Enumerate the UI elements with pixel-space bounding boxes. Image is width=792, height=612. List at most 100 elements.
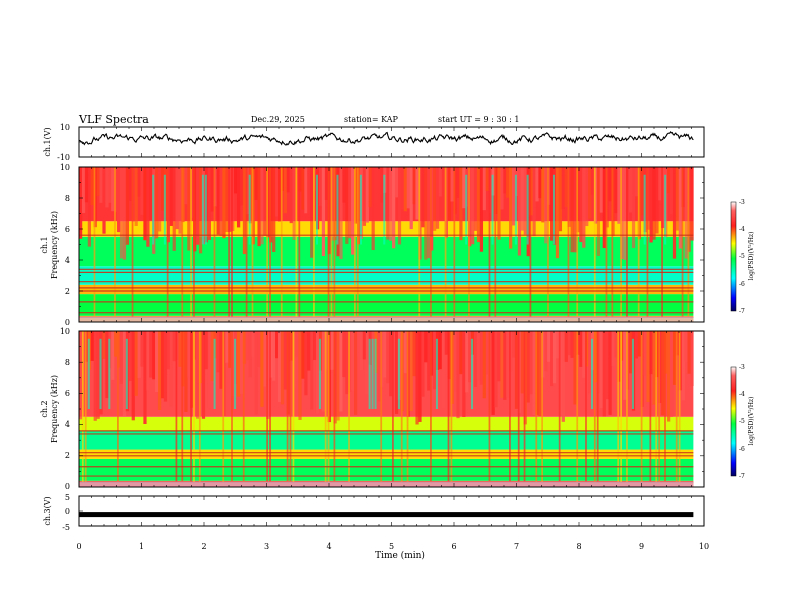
ch2-colorbar-label: log(PSD)(V²/Hz) xyxy=(748,397,755,446)
ch1-spectrogram-streak xyxy=(427,167,431,259)
ch1-spectrogram-streak xyxy=(471,167,475,245)
ch1-spectrogram-streak xyxy=(614,167,618,214)
ch1-spectrogram-streak xyxy=(310,167,314,258)
ch1-spectrogram-streak xyxy=(231,167,233,318)
ch2-spectrogram-streak xyxy=(675,331,678,483)
ch2-spectrogram-streak xyxy=(611,331,615,366)
ch1-spectrogram-streak xyxy=(354,167,356,318)
ch1-spectrogram-streak xyxy=(213,167,216,318)
ch2-spectrogram-streak xyxy=(143,331,147,425)
ch2-spectrogram-streak xyxy=(280,331,285,405)
ch1-spectrogram-streak xyxy=(242,167,247,255)
ch2-spectrogram-band xyxy=(79,416,694,431)
ch1-spectrogram-streak xyxy=(122,167,127,260)
ch1-spectrogram-streak xyxy=(403,167,407,212)
ch1-spectrogram-streak xyxy=(359,174,362,245)
ch2-spectrogram-streak xyxy=(588,331,592,394)
ch1-spectrogram-streak xyxy=(631,167,636,248)
ch2-spectrogram-streak xyxy=(389,331,393,397)
ch1-spectrogram-streak xyxy=(386,167,390,240)
cb1-tick: -7 xyxy=(739,308,745,315)
ch2-spectrogram-streak xyxy=(292,331,295,483)
ch1-spectrogram-streak xyxy=(532,167,536,237)
ch1-spectrogram-streak xyxy=(394,167,399,198)
ch1-spectrogram-streak xyxy=(558,167,563,232)
ch1-spectrogram-streak xyxy=(234,167,238,194)
ch1-spectrogram-streak xyxy=(339,167,343,260)
ch2-spectrogram-streak xyxy=(678,331,681,483)
ch1-spectrogram-band xyxy=(79,236,694,267)
ch2-spectrogram-streak xyxy=(351,331,355,391)
ch1-spectrogram-streak xyxy=(479,167,484,252)
ch1-spectrogram-streak xyxy=(327,167,330,318)
time-tick: 3 xyxy=(264,542,269,551)
ch2-spectrogram-streak xyxy=(532,331,536,416)
ch1-spectrogram-streak xyxy=(473,167,478,231)
ch2-spectrogram-streak xyxy=(295,331,299,357)
cb2-tick: -6 xyxy=(739,446,745,453)
ch2-spectrogram-streak xyxy=(260,331,264,407)
ch1-spectrogram-streak xyxy=(550,167,554,241)
ch1-spectrogram-streak xyxy=(204,174,207,245)
ch2-spectrogram-streak xyxy=(248,331,252,378)
ch1-spectrogram-streak xyxy=(491,174,494,245)
ch1-spectrogram-streak xyxy=(652,167,656,240)
time-axis-tick-labels: 0 1 2 3 4 5 6 7 8 9 10 xyxy=(76,542,709,551)
cb1-tick: -3 xyxy=(739,199,745,206)
ch2-spectrogram-streak xyxy=(394,331,399,414)
ch2-spectrogram-streak xyxy=(166,331,170,370)
ch2-spectrogram-streak xyxy=(555,331,560,359)
ch1-spectrogram-streak xyxy=(128,167,132,201)
ch2-spectrogram-streak xyxy=(196,331,200,419)
ch1-spectrogram-streak xyxy=(371,167,375,251)
ch2-spectrogram-streak xyxy=(163,331,168,402)
figure-title: VLF Spectra xyxy=(78,113,149,126)
ch1-spectrogram-streak xyxy=(251,167,254,318)
ch2-spectrogram-streak xyxy=(146,331,150,391)
ch2-spectrogram-streak xyxy=(99,338,102,409)
axes-overlay xyxy=(78,126,705,527)
ch2-spectrogram-streak xyxy=(201,331,206,419)
ch1-spectrogram-streak xyxy=(415,167,419,220)
ch2-spectrogram-streak xyxy=(137,331,141,378)
ch1-spectrogram-streak xyxy=(547,167,549,318)
ch1-spectrogram-streak xyxy=(596,167,601,256)
ch1-spectrogram-streak xyxy=(626,167,628,318)
ch2-spectrogram-streak xyxy=(149,331,153,378)
ch1-spectrogram-streak xyxy=(412,167,416,205)
time-tick: 9 xyxy=(639,542,644,551)
ch3-y-tick-labels: 5 0 -5 xyxy=(62,493,70,532)
ch1-spectrogram-streak xyxy=(538,167,542,199)
ch1-spectrogram-streak xyxy=(678,167,682,249)
ch2-spectrogram-streak xyxy=(547,331,551,362)
ch2-spectrogram-streak xyxy=(134,331,138,396)
ch2-spectrogram-streak xyxy=(409,331,413,412)
station-label: station= KAP xyxy=(344,115,399,124)
ch2-spectrogram-streak xyxy=(643,331,647,376)
cb1-tick: -5 xyxy=(739,253,745,260)
spec1-y-tick: 0 xyxy=(65,318,70,327)
ch1-spectrogram-streak xyxy=(225,167,229,232)
ch2-spectrogram-streak xyxy=(491,331,495,415)
ch2-spectrogram-streak xyxy=(315,331,320,414)
ch1-spectrogram-streak xyxy=(397,167,402,245)
ch2-spectrogram-streak xyxy=(102,331,106,359)
spec2-y-tick: 8 xyxy=(65,358,70,367)
ch1-spectrogram-streak xyxy=(114,167,116,318)
ch1-spectrogram-streak xyxy=(239,167,244,206)
ch1-spectrogram-streak xyxy=(503,167,507,194)
ch1-spectrogram-streak xyxy=(441,167,445,216)
ch1-spectrogram-streak xyxy=(658,167,662,201)
ch1-spectrogram-streak xyxy=(172,167,176,251)
ch1-spectrogram-streak xyxy=(216,167,220,235)
ch2-spectrogram-streak xyxy=(228,331,232,368)
ch1-spectrogram-streak xyxy=(456,167,460,198)
ch2-spectrogram-streak xyxy=(239,331,244,394)
ch1-spectrogram-streak xyxy=(193,167,195,318)
spec1-y-tick: 2 xyxy=(65,287,70,296)
ch1-spectrogram-streak xyxy=(541,167,545,223)
ch1-spectrogram-streak xyxy=(236,167,241,228)
ch2-spectrogram-streak xyxy=(494,331,498,408)
ch1-spectrogram-streak xyxy=(254,167,258,201)
